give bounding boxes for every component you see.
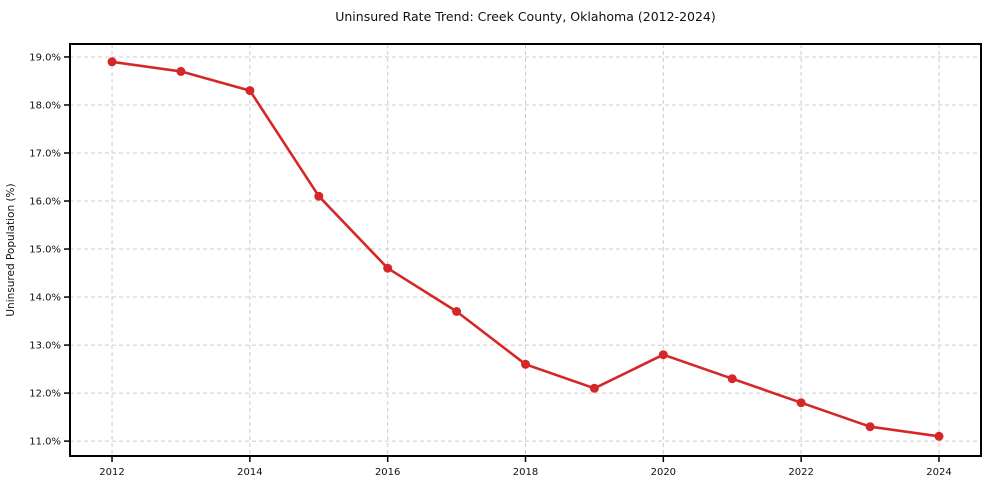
y-tick-label: 15.0% bbox=[29, 245, 61, 256]
y-tick-label: 19.0% bbox=[29, 52, 61, 63]
data-point bbox=[658, 350, 668, 360]
y-axis-title: Uninsured Population (%) bbox=[5, 183, 17, 316]
data-point bbox=[865, 422, 875, 432]
series-layer bbox=[107, 57, 944, 441]
y-tick-label: 13.0% bbox=[29, 341, 61, 352]
data-point bbox=[521, 359, 530, 369]
y-tick-label: 18.0% bbox=[29, 100, 61, 111]
y-tick-label: 12.0% bbox=[29, 389, 61, 400]
data-point bbox=[176, 66, 186, 76]
data-point bbox=[314, 191, 324, 201]
x-tick-label: 2012 bbox=[99, 467, 124, 478]
y-tick-label: 14.0% bbox=[29, 293, 61, 304]
x-tick-label: 2022 bbox=[788, 467, 813, 478]
x-tick-label: 2020 bbox=[651, 467, 676, 478]
y-tick-label: 11.0% bbox=[29, 437, 61, 448]
grid-layer bbox=[70, 44, 981, 456]
data-point bbox=[245, 86, 255, 96]
y-tick-label: 17.0% bbox=[29, 149, 61, 160]
x-tick-label: 2018 bbox=[513, 467, 538, 478]
axis-layer: 11.0% 12.0% 13.0% 14.0% 15.0% 16.0% 17.0% 18.0%… bbox=[29, 52, 951, 478]
data-point bbox=[107, 57, 117, 67]
x-tick-label: 2014 bbox=[237, 467, 262, 478]
data-point bbox=[383, 263, 393, 273]
data-point bbox=[452, 307, 462, 316]
chart-title: Uninsured Rate Trend: Creek County, Okla… bbox=[335, 9, 716, 24]
y-tick-label: 16.0% bbox=[29, 197, 61, 208]
x-tick-label: 2016 bbox=[375, 467, 400, 478]
data-point bbox=[589, 383, 599, 393]
data-point bbox=[934, 431, 944, 441]
data-point bbox=[727, 374, 737, 384]
data-point bbox=[796, 398, 806, 408]
x-tick-label: 2024 bbox=[926, 467, 951, 478]
